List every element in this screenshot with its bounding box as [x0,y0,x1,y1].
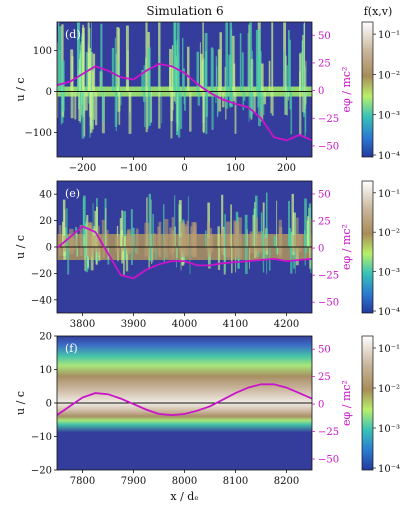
x-tick-label: 8000 [172,476,197,487]
y-right-tick-label: 0 [318,86,324,97]
colorbar-tick-label: 10⁻² [378,70,400,81]
panel-0: (d) −200 −100 0 100 200 −100 0 100 −50 −25 0 25 50 u /… [14,21,400,174]
x-tick-label: 3900 [121,319,146,330]
y-right-tick-label: 50 [318,189,331,200]
y-right-tick-label: −25 [318,427,339,438]
y-tick-label: −20 [31,269,52,280]
x-axis-label: x / dₑ [170,490,198,503]
potential-curve-1 [57,225,312,280]
x-tick-label: 4000 [172,319,197,330]
colorbar-tick-label: 10⁻³ [378,268,400,279]
y-right-tick-label: 25 [318,217,331,228]
y-tick-label: 20 [39,216,52,227]
y-right-tick-label: 25 [318,58,331,69]
y-right-tick-label: −50 [318,298,339,309]
y-right-axis-label-0: eφ / mc² [340,67,353,113]
colorbar-tick-label: 10⁻⁴ [378,464,400,475]
x-tick-label: 200 [277,163,296,174]
y-right-tick-label: −50 [318,455,339,466]
colorbar-0 [361,21,374,158]
panel-2: (f) 7800 7900 8000 8100 8200 −20 −10 0 10 20 −50 −25… [14,332,400,504]
y-tick-label: 100 [33,46,52,57]
y-right-axis-label-1: eφ / mc² [340,224,353,270]
colorbar-title: f(x,v) [364,5,393,18]
colorbar-tick-label: 10⁻¹ [378,344,400,355]
y-right-tick-label: −25 [318,114,339,125]
y-tick-label: 40 [39,190,52,201]
x-tick-label: −200 [69,163,96,174]
x-tick-label: 100 [226,163,245,174]
y-right-tick-label: 50 [318,345,331,356]
y-axis-label-0: u / c [14,78,27,102]
heatmap-0 [57,22,312,157]
potential-curve-0 [57,63,312,142]
colorbar-tick-label: 10⁻³ [378,111,400,122]
colorbar-tick-label: 10⁻² [378,384,400,395]
colorbar-2 [361,335,374,471]
y-tick-label: −10 [31,432,52,443]
x-tick-label: 0 [181,163,187,174]
y-axis-label-1: u / c [14,235,27,259]
x-tick-label: 8100 [223,476,248,487]
x-tick-label: 3800 [70,319,95,330]
y-tick-label: −20 [31,466,52,477]
panel-label-1: (e) [65,187,80,200]
y-right-tick-label: 0 [318,244,324,255]
y-tick-label: 20 [39,332,52,343]
colorbar-tick-label: 10⁻³ [378,424,400,435]
panel-label-0: (d) [65,28,81,41]
y-axis-label-2: u / c [14,391,27,415]
y-right-tick-label: 50 [318,31,331,42]
x-tick-label: 7900 [121,476,146,487]
x-tick-label: 4200 [274,319,299,330]
colorbar-tick-label: 10⁻⁴ [378,151,400,162]
x-tick-label: 7800 [70,476,95,487]
figure-title: Simulation 6 [146,4,223,18]
colorbar-1 [361,180,374,314]
y-right-tick-label: −25 [318,271,339,282]
y-tick-label: 10 [39,365,52,376]
y-right-axis-label-2: eφ / mc² [340,380,353,426]
x-tick-label: 4100 [223,319,248,330]
colorbar-tick-label: 10⁻² [378,228,400,239]
y-tick-label: 0 [46,243,52,254]
y-right-tick-label: 25 [318,372,331,383]
y-tick-label: 0 [46,399,52,410]
colorbar-tick-label: 10⁻¹ [378,189,400,200]
y-tick-label: 0 [46,87,52,98]
x-tick-label: 8200 [274,476,299,487]
y-right-tick-label: −50 [318,141,339,152]
panel-1: (e) 3800 3900 4000 4100 4200 −40 −20 0 20 40 −50 −25… [14,180,400,330]
x-tick-label: −100 [120,163,147,174]
y-right-tick-label: 0 [318,400,324,411]
y-tick-label: −100 [25,128,52,139]
y-tick-label: −40 [31,295,52,306]
panel-label-2: (f) [65,342,78,355]
potential-curve-2 [57,383,312,417]
colorbar-tick-label: 10⁻¹ [378,30,400,41]
colorbar-tick-label: 10⁻⁴ [378,307,400,318]
